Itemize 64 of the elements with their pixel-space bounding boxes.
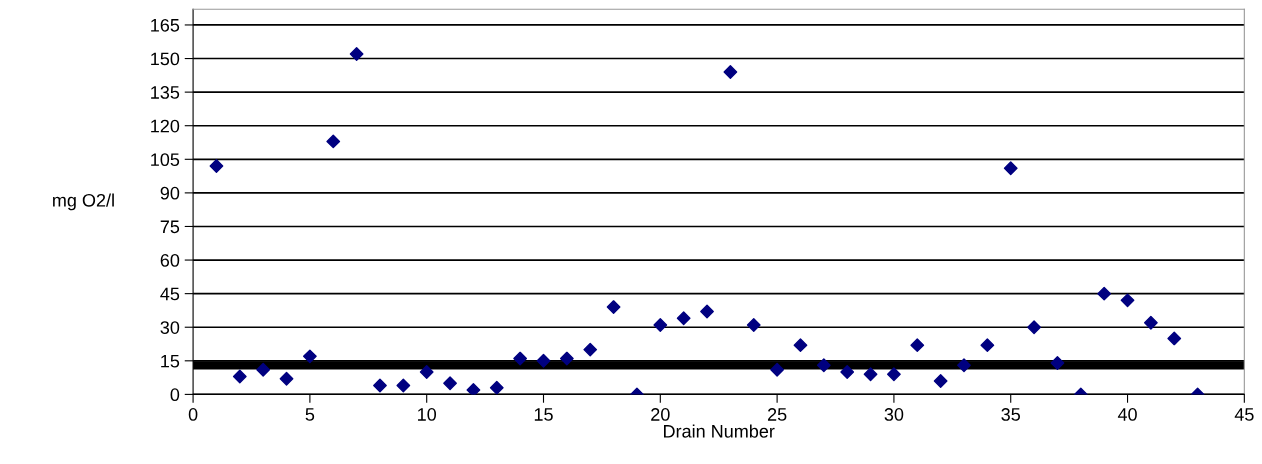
y-tick-label: 60 [160,253,180,267]
point [1097,286,1112,301]
point [957,358,971,373]
x-tick-label: 15 [534,408,553,421]
point [980,338,995,353]
y-tick-label: 0 [170,388,180,402]
y-tick-label: 150 [151,52,180,66]
y-tick-label: 30 [160,321,180,334]
point [770,362,785,377]
x-tick-label: 40 [1117,408,1137,421]
y-tick-label: 105 [151,153,180,167]
point [933,374,948,388]
y-tick-label: 15 [161,354,180,368]
point [302,349,317,364]
point [816,358,831,373]
point [910,338,925,353]
x-tick-label: 0 [188,408,198,421]
y-tick-label: 165 [151,18,180,32]
point [536,353,551,368]
point [606,300,621,314]
point [513,351,528,366]
point [1027,320,1041,335]
point [443,376,457,391]
point [1003,161,1018,176]
x-tick-label: 35 [1001,408,1021,421]
point [489,380,504,395]
point [746,318,761,332]
x-tick-label: 10 [418,408,437,421]
y-tick-label: 90 [160,186,180,200]
y-axis-title: mg O2/l [53,193,114,211]
point [840,365,855,379]
point [653,318,668,332]
x-tick-label: 20 [651,408,670,421]
point [676,311,691,326]
point [723,65,738,79]
x-tick-label: 5 [305,408,315,421]
point [232,369,247,384]
point [863,367,878,382]
point [583,342,598,357]
point [1120,293,1135,308]
point [700,304,714,319]
point [887,367,901,382]
y-tick-label: 75 [160,220,180,234]
point [279,371,294,386]
point [373,378,387,393]
point [349,47,364,61]
point [1050,356,1065,370]
point [1143,315,1158,330]
x-tick-label: 30 [884,408,904,421]
x-axis-title: Drain Number [664,424,775,438]
point [256,362,271,377]
point [209,159,224,173]
point [466,383,481,395]
y-tick-label: 135 [151,86,180,99]
x-tick-label: 45 [1234,408,1254,421]
point [793,338,808,353]
y-tick-label: 45 [160,287,180,301]
point [419,365,434,379]
point [326,134,341,149]
point [396,378,411,393]
y-tick-label: 120 [151,119,180,133]
point [1167,331,1182,346]
x-tick-label: 25 [767,408,787,421]
point [559,351,574,366]
